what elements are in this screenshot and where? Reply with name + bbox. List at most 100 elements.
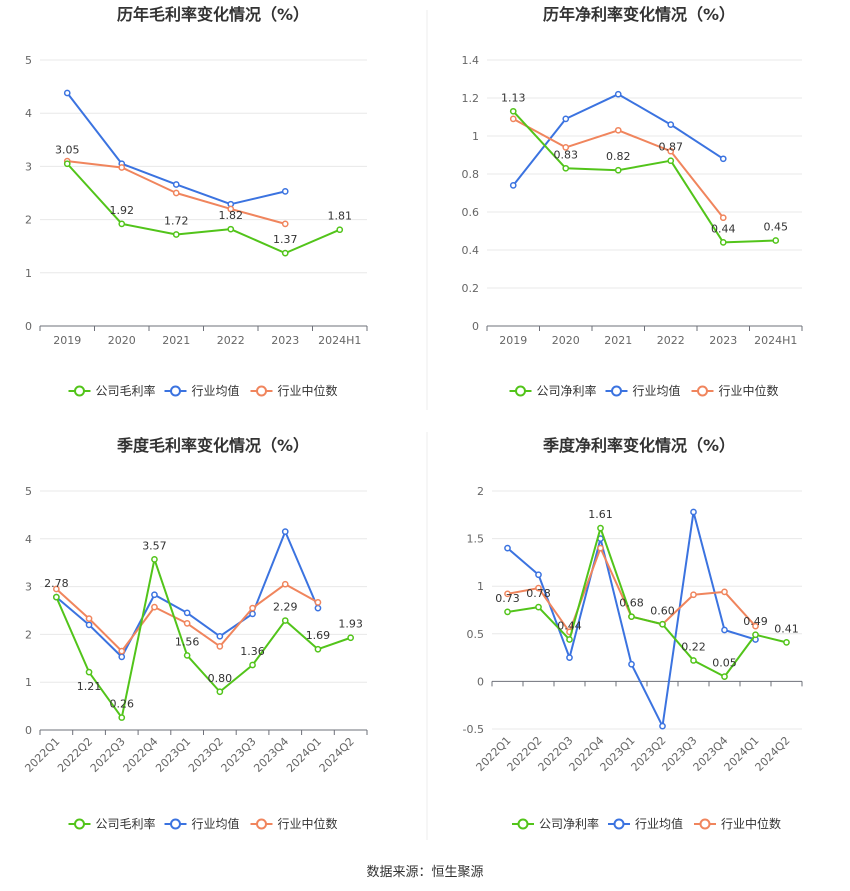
data-point xyxy=(752,631,759,639)
x-tick-label: 2022Q2 xyxy=(55,735,95,775)
legend-label: 行业均值 xyxy=(192,383,240,398)
data-point xyxy=(53,585,60,593)
legend-marker xyxy=(517,818,529,830)
data-point xyxy=(667,121,675,128)
data-label: 0.05 xyxy=(712,657,737,670)
data-label: 1.92 xyxy=(110,204,135,217)
data-label: 1.81 xyxy=(328,210,353,223)
y-tick-label: 2 xyxy=(25,214,32,227)
data-point xyxy=(118,220,126,228)
chart-title: 季度净利率变化情况（%） xyxy=(542,436,735,455)
data-label: 0.45 xyxy=(764,221,789,234)
legend-item[interactable]: 公司净利率 xyxy=(509,383,597,398)
data-point xyxy=(216,643,224,650)
data-point xyxy=(216,632,224,640)
data-point xyxy=(336,226,344,234)
data-point xyxy=(118,647,126,655)
x-tick-label: 2023Q4 xyxy=(251,735,291,775)
data-point xyxy=(85,615,93,622)
data-point xyxy=(614,166,622,174)
legend-marker xyxy=(170,385,181,397)
legend-marker xyxy=(699,818,711,830)
y-tick-label: 5 xyxy=(25,54,32,67)
y-tick-label: 1.5 xyxy=(467,533,485,546)
data-point xyxy=(504,590,511,598)
data-point xyxy=(172,231,180,238)
legend-marker xyxy=(256,385,267,397)
legend-label: 公司净利率 xyxy=(539,816,599,831)
data-point xyxy=(628,613,635,621)
y-tick-label: 2 xyxy=(477,485,484,498)
y-tick-label: 4 xyxy=(25,533,32,546)
legend-item[interactable]: 行业均值 xyxy=(164,383,240,398)
data-point xyxy=(118,714,126,721)
data-point xyxy=(85,668,93,676)
x-tick-label: 2023Q3 xyxy=(219,735,259,775)
series-line xyxy=(66,163,341,255)
legend-item[interactable]: 公司净利率 xyxy=(512,816,599,831)
data-point xyxy=(118,164,126,171)
data-point xyxy=(535,584,542,592)
data-point xyxy=(249,610,256,618)
y-tick-label: 1 xyxy=(25,676,32,689)
data-label: 0.78 xyxy=(526,587,551,600)
legend-marker xyxy=(74,818,85,830)
legend-marker xyxy=(256,818,267,830)
y-tick-label: -0.5 xyxy=(463,723,484,736)
data-point xyxy=(562,115,570,123)
y-tick-label: 1 xyxy=(25,267,32,280)
legend-label: 行业中位数 xyxy=(719,383,779,398)
y-tick-label: 0.5 xyxy=(467,628,485,641)
legend-item[interactable]: 行业均值 xyxy=(605,383,681,398)
y-tick-label: 4 xyxy=(25,107,32,120)
data-point xyxy=(721,588,728,596)
data-point xyxy=(535,571,542,579)
data-point xyxy=(690,657,697,664)
data-point xyxy=(172,181,180,188)
x-tick-label: 2024H1 xyxy=(318,334,361,347)
chart-title: 历年净利率变化情况（%） xyxy=(543,5,735,24)
chart-4: 季度净利率变化情况（%）-0.500.511.522022Q12022Q2202… xyxy=(463,436,803,831)
legend-item[interactable]: 行业均值 xyxy=(164,816,240,831)
data-point xyxy=(504,608,511,616)
data-point xyxy=(566,654,573,661)
data-label: 3.57 xyxy=(142,539,167,552)
data-source: 数据来源：恒生聚源 xyxy=(366,865,484,880)
legend-item[interactable]: 行业中位数 xyxy=(250,816,338,831)
data-label: 0.26 xyxy=(110,698,135,711)
x-tick-label: 2022Q1 xyxy=(22,735,62,775)
data-point xyxy=(659,722,666,730)
legend-item[interactable]: 公司毛利率 xyxy=(68,383,156,398)
legend-item[interactable]: 行业中位数 xyxy=(691,383,779,398)
x-tick-label: 2023Q1 xyxy=(153,735,193,775)
data-point xyxy=(63,160,71,168)
legend-marker xyxy=(613,818,625,830)
legend-item[interactable]: 行业中位数 xyxy=(250,383,338,398)
data-point xyxy=(314,604,322,612)
legend-label: 公司毛利率 xyxy=(96,816,156,831)
data-label: 2.78 xyxy=(44,577,69,590)
x-tick-label: 2022Q3 xyxy=(88,735,128,775)
legend-marker xyxy=(170,818,181,830)
data-label: 1.69 xyxy=(306,629,331,642)
data-point xyxy=(172,189,180,197)
legend-item[interactable]: 行业均值 xyxy=(608,816,683,831)
data-point xyxy=(281,188,289,195)
data-label: 0.83 xyxy=(554,148,579,161)
data-point xyxy=(667,157,675,165)
data-point xyxy=(281,528,289,535)
legend-item[interactable]: 公司毛利率 xyxy=(68,816,156,831)
x-tick-label: 2022Q4 xyxy=(121,735,161,775)
legend-label: 公司净利率 xyxy=(537,383,597,398)
data-label: 0.73 xyxy=(495,592,520,605)
data-point xyxy=(614,90,622,98)
legend-item[interactable]: 行业中位数 xyxy=(694,816,781,831)
chart-1: 历年毛利率变化情况（%） 0 1 2 3 4 5 2019 2020 2021 2022 2023 20… xyxy=(25,5,368,398)
data-point xyxy=(183,609,191,617)
data-point xyxy=(783,639,790,646)
data-point xyxy=(752,622,759,630)
data-point xyxy=(151,556,158,563)
data-label: 1.13 xyxy=(501,91,526,104)
legend-marker xyxy=(74,385,85,397)
